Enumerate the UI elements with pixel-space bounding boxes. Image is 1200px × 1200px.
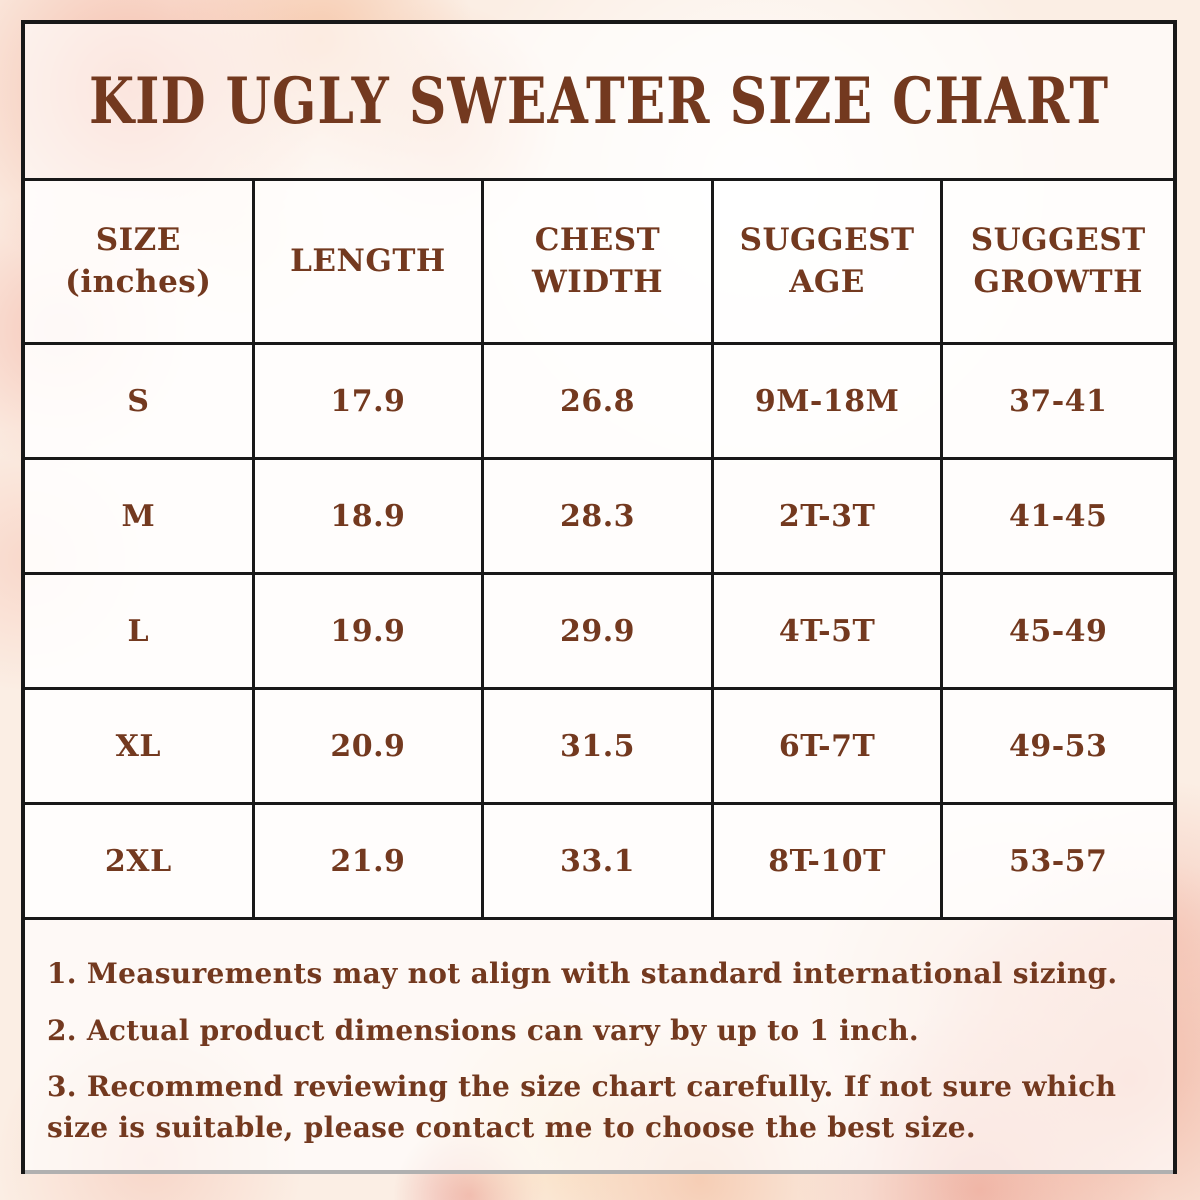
size-table: SIZE (inches) LENGTH CHEST WIDTH SUGGEST…	[25, 181, 1173, 920]
title-section: KID UGLY SWEATER SIZE CHART	[25, 24, 1173, 181]
cell-suggest-age-xl: 6T-7T	[713, 690, 944, 805]
cell-size-xl: XL	[25, 690, 255, 805]
cell-size-m: M	[25, 460, 255, 575]
cell-length-m: 18.9	[254, 460, 485, 575]
cell-size-2xl: 2XL	[25, 805, 255, 920]
cell-suggest-growth-s: 37-41	[943, 345, 1173, 460]
cell-chest-width-l: 29.9	[484, 575, 714, 690]
cell-chest-width-s: 26.8	[484, 345, 714, 460]
cell-suggest-growth-l: 45-49	[943, 575, 1173, 690]
cell-suggest-growth-2xl: 53-57	[943, 805, 1173, 920]
note-line-2: 2. Actual product dimensions can vary by…	[47, 1013, 919, 1047]
cell-suggest-age-s: 9M-18M	[713, 345, 944, 460]
notes-section: 1. Measurements may not align with stand…	[25, 920, 1173, 1175]
cell-length-l: 19.9	[254, 575, 485, 690]
cell-length-2xl: 21.9	[254, 805, 485, 920]
header-cell-length: LENGTH	[254, 181, 485, 345]
note-line-3: 3. Recommend reviewing the size chart ca…	[47, 1070, 1117, 1144]
page-title: KID UGLY SWEATER SIZE CHART	[88, 63, 1110, 139]
chart-frame: KID UGLY SWEATER SIZE CHART SIZE (inches…	[21, 20, 1177, 1175]
cell-suggest-growth-xl: 49-53	[943, 690, 1173, 805]
cell-size-l: L	[25, 575, 255, 690]
note-line-1: 1. Measurements may not align with stand…	[47, 957, 1118, 990]
cell-chest-width-xl: 31.5	[484, 690, 714, 805]
cell-length-xl: 20.9	[254, 690, 485, 805]
cell-suggest-growth-m: 41-45	[943, 460, 1173, 575]
cell-suggest-age-m: 2T-3T	[713, 460, 944, 575]
cell-suggest-age-l: 4T-5T	[713, 575, 944, 690]
header-cell-size: SIZE (inches)	[25, 181, 255, 345]
cell-size-s: S	[25, 345, 255, 460]
cell-chest-width-2xl: 33.1	[484, 805, 714, 920]
cell-chest-width-m: 28.3	[484, 460, 714, 575]
header-cell-chest-width: CHEST WIDTH	[484, 181, 714, 345]
cell-suggest-age-2xl: 8T-10T	[713, 805, 944, 920]
header-cell-suggest-growth: SUGGEST GROWTH	[943, 181, 1173, 345]
header-cell-suggest-age: SUGGEST AGE	[713, 181, 944, 345]
cell-length-s: 17.9	[254, 345, 485, 460]
